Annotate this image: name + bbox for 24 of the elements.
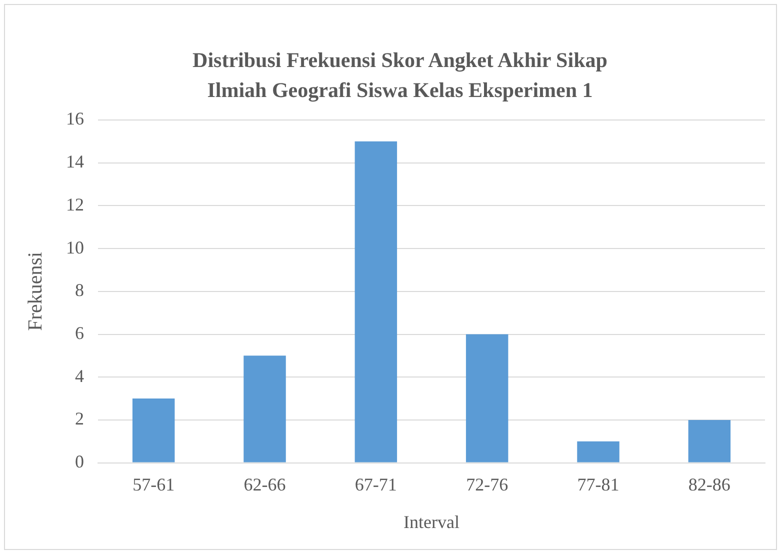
y-axis-title: Frekuensi (24, 252, 46, 331)
x-tick-label: 62-66 (244, 474, 286, 494)
bar (244, 356, 286, 462)
x-tick-label: 82-86 (688, 474, 730, 494)
bar (577, 441, 620, 462)
x-tick-label: 77-81 (577, 474, 620, 494)
x-axis-title: Interval (404, 512, 460, 532)
y-tick-label: 8 (75, 280, 84, 300)
y-tick-label: 12 (66, 194, 84, 214)
y-tick-label: 0 (75, 452, 84, 472)
y-tick-label: 10 (66, 237, 84, 258)
y-tick-label: 14 (66, 152, 84, 172)
y-tick-label: 16 (66, 108, 84, 129)
bar (354, 141, 398, 462)
x-tick-label: 57-61 (132, 474, 175, 494)
bar (466, 334, 508, 462)
x-tick-label: 67-71 (354, 474, 397, 494)
chart-title: Distribusi Frekuensi Skor Angket Akhir Sikap Ilmiah Geografi Siswa Kelas Eksperimen 1 (192, 47, 608, 104)
y-tick-label: 6 (75, 322, 84, 343)
y-tick-label: 2 (75, 408, 84, 429)
x-tick-label: 72-76 (466, 474, 508, 494)
bar (132, 398, 175, 462)
bar (688, 420, 731, 462)
y-tick-label: 4 (75, 366, 84, 386)
